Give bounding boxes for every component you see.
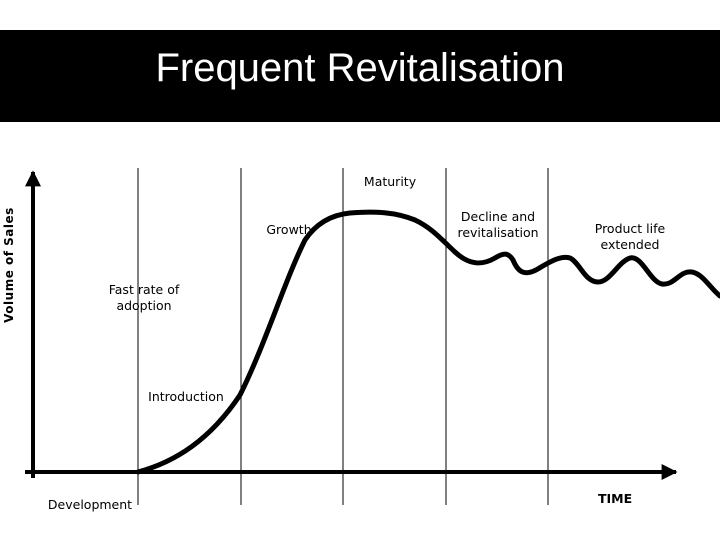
y-axis-label: Volume of Sales <box>2 207 16 323</box>
stage-label-extended-line2: extended <box>600 237 660 252</box>
stage-label-maturity: Maturity <box>363 174 417 189</box>
stage-label-extended-line1: Product life <box>594 221 666 236</box>
sales-curve <box>135 209 720 475</box>
stage-label-fast-adoption: Fast rate of adoption <box>94 282 194 314</box>
stage-label-decline-line1: Decline and <box>460 209 536 224</box>
stage-label-decline: Decline and revitalisation <box>448 209 548 241</box>
stage-label-introduction: Introduction <box>148 389 224 404</box>
stage-label-fast-adoption-line1: Fast rate of <box>108 282 180 297</box>
page-title: Frequent Revitalisation <box>155 46 565 90</box>
stage-label-fast-adoption-line2: adoption <box>116 298 172 313</box>
stage-label-extended: Product life extended <box>580 221 680 253</box>
stage-label-decline-line2: revitalisation <box>457 225 539 240</box>
stage-label-development: Development <box>47 497 133 512</box>
x-axis-label: TIME <box>598 491 633 506</box>
title-banner <box>0 30 720 122</box>
stage-label-growth: Growth <box>266 222 312 237</box>
